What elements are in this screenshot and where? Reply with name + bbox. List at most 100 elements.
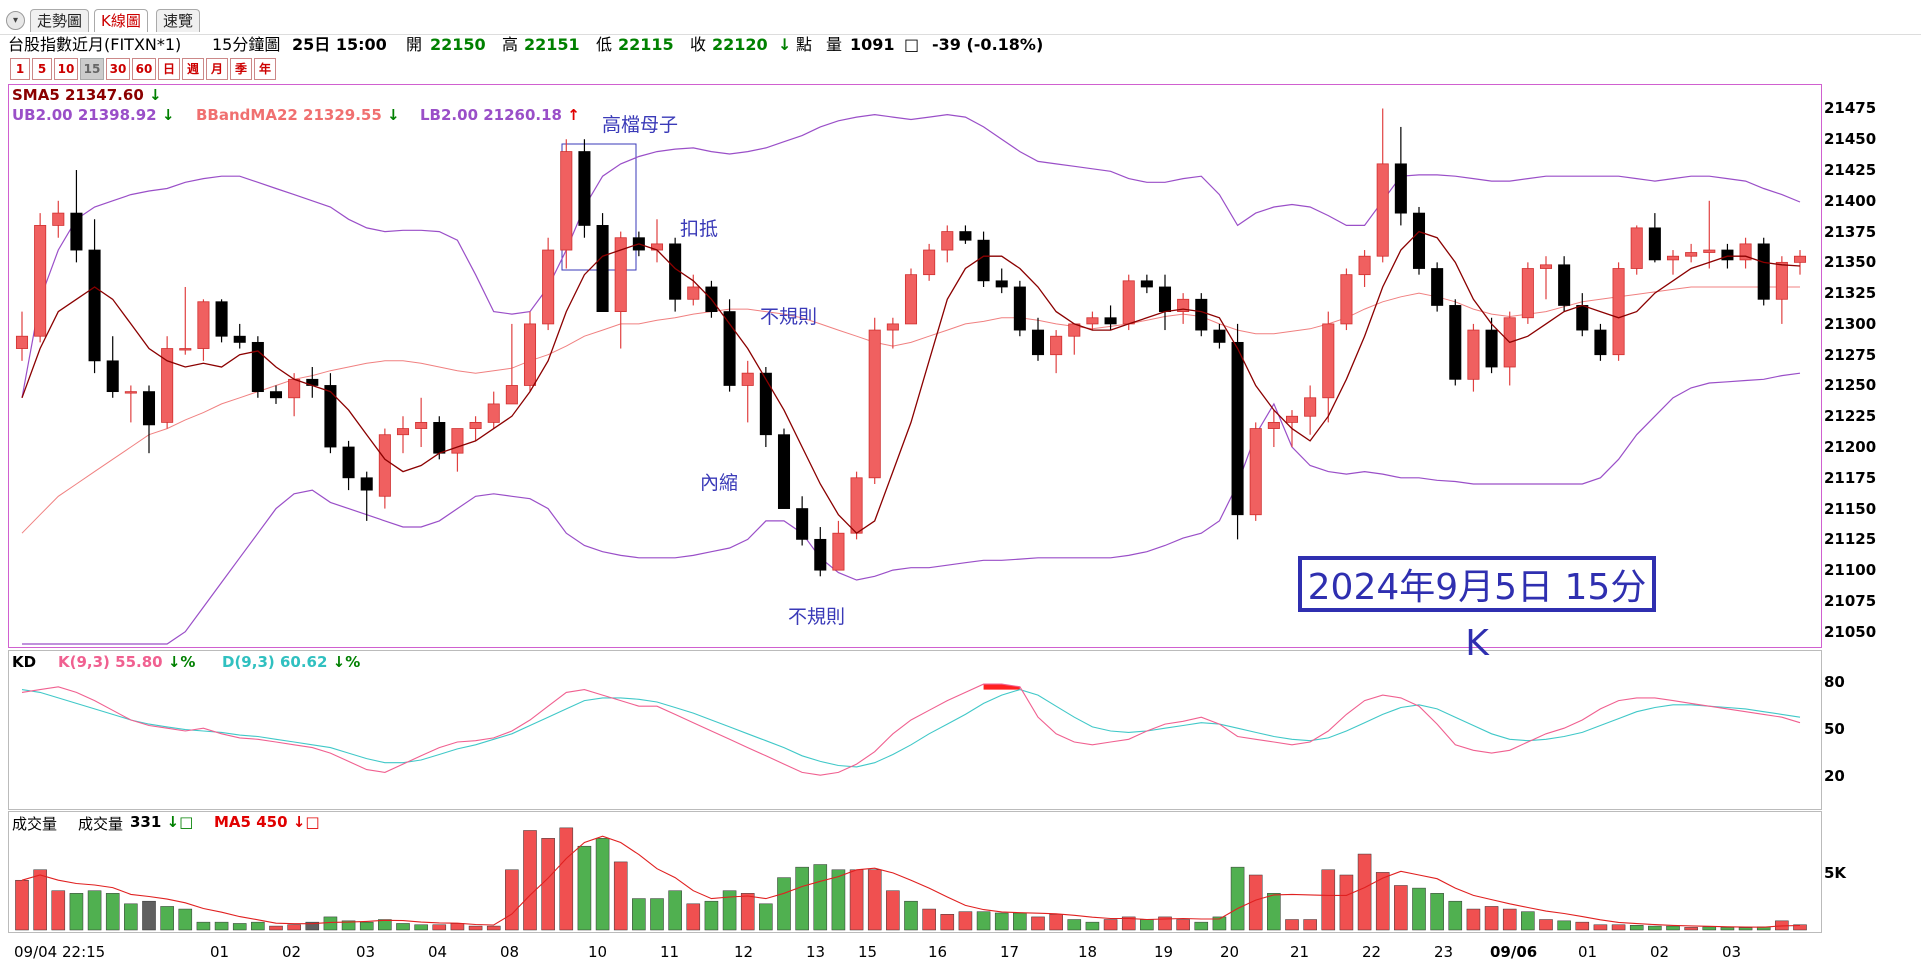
ub-line [21, 113, 1801, 398]
lb-line [22, 372, 1801, 645]
volume-bar [1212, 916, 1227, 931]
low-value: 22115 [618, 35, 674, 54]
candle-body [904, 274, 918, 325]
price-ytick: 21100 [1824, 561, 1877, 580]
tab-overview[interactable]: 速覽 [156, 9, 201, 32]
volume-bar [359, 921, 374, 931]
volume-bar [595, 838, 610, 931]
candle-body [1793, 255, 1807, 263]
volume-bar [251, 921, 265, 931]
period-60-button[interactable]: 60 [132, 58, 156, 80]
volume-bar [1430, 893, 1444, 931]
tab-menu-button[interactable]: ▾ [6, 11, 25, 30]
tab-trend[interactable]: 走勢圖 [30, 9, 90, 32]
volume-bar [124, 903, 138, 931]
period-5-button[interactable]: 5 [32, 58, 52, 80]
volume-bar [432, 924, 447, 931]
volume-box-icon: □ [904, 35, 920, 54]
candle-body [1195, 298, 1208, 331]
period-day-button[interactable]: 日 [158, 58, 180, 80]
volume-bar [958, 911, 973, 931]
volume-bar [1357, 853, 1372, 931]
candle-body [1177, 298, 1190, 312]
period-10-button[interactable]: 10 [54, 58, 78, 80]
candle-body [487, 403, 500, 423]
candle-body [1612, 268, 1625, 356]
candle-body [868, 329, 881, 479]
candle-body [1267, 421, 1280, 429]
period-month-button[interactable]: 月 [206, 58, 228, 80]
volume-bar [1593, 924, 1608, 931]
candle-body [1775, 261, 1788, 300]
candle-body [1412, 212, 1426, 269]
candle-body [142, 391, 156, 426]
volume-current: 331 ↓□ [130, 813, 194, 831]
volume-bar [305, 921, 320, 931]
x-axis-tick: 03 [356, 943, 376, 961]
period-30-button[interactable]: 30 [106, 58, 130, 80]
candle-body [1594, 329, 1607, 356]
candle-body [360, 477, 373, 491]
candle-body [106, 360, 119, 393]
candle-body [415, 421, 428, 429]
period-year-button[interactable]: 年 [254, 58, 276, 80]
volume-bar [922, 908, 936, 931]
volume-sub-label: 成交量 [78, 815, 124, 833]
candle-body [1031, 329, 1045, 356]
volume-bar [1049, 914, 1063, 931]
x-axis-tick: 02 [282, 943, 302, 961]
volume-label: 量 [826, 35, 843, 54]
candle-body [1739, 243, 1752, 261]
volume-bar [759, 903, 773, 931]
price-ytick: 21225 [1824, 407, 1877, 426]
volume-bar [867, 869, 882, 931]
volume-bar [1121, 916, 1136, 931]
price-ytick: 21325 [1824, 284, 1877, 303]
candle-body [1721, 249, 1734, 261]
period-15-button[interactable]: 15 [80, 58, 104, 80]
volume-panel[interactable] [8, 811, 1822, 933]
x-axis-tick: 22 [1362, 943, 1382, 961]
candle-body [396, 428, 410, 436]
candle-body [215, 301, 228, 337]
volume-arrow-icon: ↓□ [166, 813, 194, 831]
price-ytick: 21150 [1824, 499, 1877, 518]
volume-bar [1684, 927, 1698, 931]
volume-bar [1466, 908, 1481, 931]
kd-panel[interactable] [8, 650, 1822, 810]
bband-label: BBandMA22 21329.55 ↓ [196, 106, 400, 124]
volume-bar [1557, 920, 1571, 931]
period-1-button[interactable]: 1 [10, 58, 30, 80]
close-label: 收 [690, 35, 707, 54]
x-axis-tick: 13 [806, 943, 826, 961]
tab-kline[interactable]: K線圖 [94, 9, 148, 32]
volume-bar [541, 838, 555, 931]
volume-bar [632, 898, 646, 931]
volume-bar [1230, 866, 1245, 931]
candle-body [523, 323, 537, 386]
candle-body [52, 212, 65, 226]
period-quarter-button[interactable]: 季 [230, 58, 252, 80]
candle-body [886, 323, 899, 331]
candle-body [269, 391, 283, 399]
volume-bar [1013, 912, 1027, 931]
price-ytick: 21125 [1824, 530, 1877, 549]
volume-bar [1793, 924, 1807, 931]
candle-body [505, 385, 518, 405]
candle-body [342, 446, 355, 479]
price-panel[interactable] [8, 84, 1822, 648]
period-week-button[interactable]: 週 [182, 58, 204, 80]
volume-ma5-label: MA5 450 ↓□ [214, 813, 320, 831]
price-ytick: 21275 [1824, 345, 1877, 364]
x-axis-tick: 03 [1722, 943, 1742, 961]
x-axis-tick: 17 [1000, 943, 1020, 961]
close-value: 22120 [712, 35, 768, 54]
x-axis-tick: 11 [660, 943, 680, 961]
annotation-deduct: 扣抵 [680, 218, 719, 240]
candle-body [542, 249, 555, 325]
x-axis-tick: 02 [1650, 943, 1670, 961]
interval-label: 15分鐘圖 [212, 35, 281, 54]
candle-body [850, 477, 863, 534]
candle-body [1467, 329, 1480, 380]
lb-label: LB2.00 21260.18 ↑ [420, 106, 580, 124]
